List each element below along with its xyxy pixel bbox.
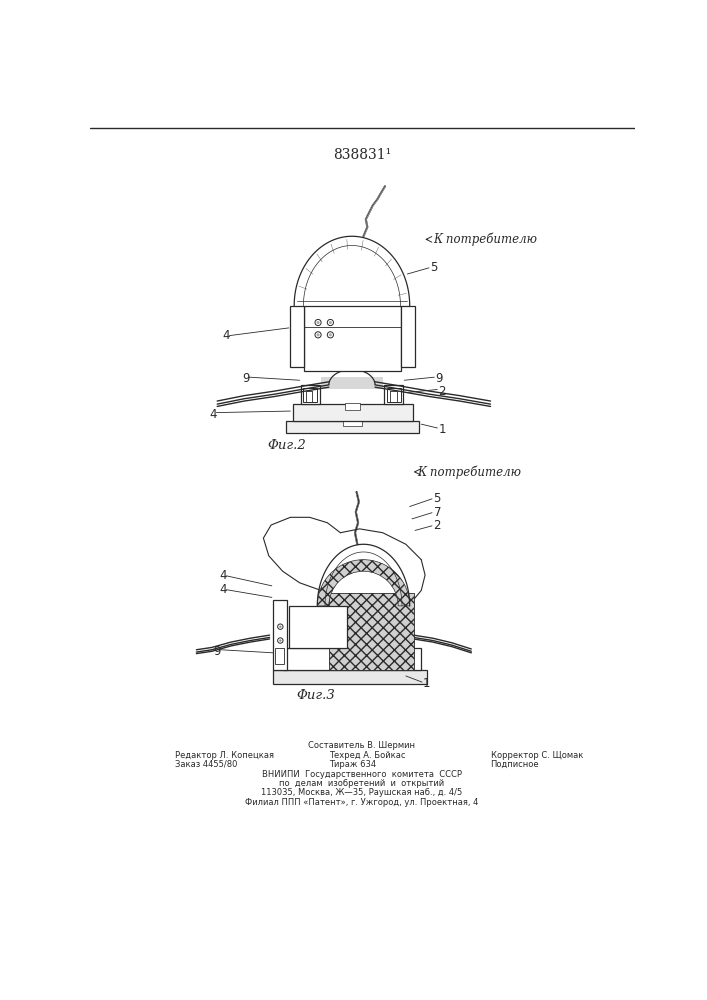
Bar xyxy=(304,306,402,371)
Text: Техред А. Бойкас: Техред А. Бойкас xyxy=(329,751,405,760)
Bar xyxy=(275,648,284,664)
Bar xyxy=(274,670,428,684)
Bar xyxy=(387,388,402,402)
Text: Подписное: Подписное xyxy=(491,760,539,769)
Circle shape xyxy=(279,626,281,628)
Wedge shape xyxy=(317,560,409,606)
Text: К потребителю: К потребителю xyxy=(433,233,537,246)
Bar xyxy=(274,600,287,670)
Bar xyxy=(288,606,346,648)
Text: 113035, Москва, Ж—35, Раушская наб., д. 4/5: 113035, Москва, Ж—35, Раушская наб., д. … xyxy=(262,788,462,797)
Text: 1: 1 xyxy=(438,423,445,436)
Circle shape xyxy=(317,333,320,336)
Bar xyxy=(291,306,304,367)
Text: 9: 9 xyxy=(243,372,250,385)
Text: Φиг.3: Φиг.3 xyxy=(296,689,335,702)
Bar xyxy=(329,593,414,670)
Circle shape xyxy=(327,332,334,338)
Text: К потребителю: К потребителю xyxy=(417,465,521,479)
Text: Редактор Л. Копецкая: Редактор Л. Копецкая xyxy=(175,751,274,760)
Text: Корректор С. Щомак: Корректор С. Щомак xyxy=(491,751,583,760)
Text: 7: 7 xyxy=(433,506,441,519)
Text: Филиал ППП «Патент», г. Ужгород, ул. Проектная, 4: Филиал ППП «Патент», г. Ужгород, ул. Про… xyxy=(245,798,479,807)
Bar xyxy=(303,388,317,402)
Bar xyxy=(283,648,421,670)
Circle shape xyxy=(317,321,320,324)
Circle shape xyxy=(329,321,332,324)
Bar xyxy=(321,377,382,389)
Circle shape xyxy=(279,639,281,642)
Text: Составитель В. Шермин: Составитель В. Шермин xyxy=(308,741,416,750)
Circle shape xyxy=(315,332,321,338)
Text: ВНИИПИ  Государственного  комитета  СССР: ВНИИПИ Государственного комитета СССР xyxy=(262,770,462,779)
Text: 4: 4 xyxy=(219,583,227,596)
Text: 9: 9 xyxy=(435,372,443,385)
Text: Тираж 634: Тираж 634 xyxy=(329,760,376,769)
Circle shape xyxy=(278,638,283,643)
Bar xyxy=(345,403,361,410)
Circle shape xyxy=(329,333,332,336)
Text: 838831¹: 838831¹ xyxy=(333,148,391,162)
Text: 4: 4 xyxy=(219,569,227,582)
Bar xyxy=(402,306,415,367)
Text: 4: 4 xyxy=(223,329,230,342)
Bar xyxy=(344,420,362,426)
Text: по  делам  изобретений  и  открытий: по делам изобретений и открытий xyxy=(279,779,445,788)
Bar xyxy=(293,404,413,421)
Text: 9: 9 xyxy=(214,645,221,658)
Text: 4: 4 xyxy=(209,408,217,421)
Bar xyxy=(385,385,403,404)
Text: 5: 5 xyxy=(431,261,438,274)
Text: 1: 1 xyxy=(423,677,431,690)
Circle shape xyxy=(315,319,321,326)
Circle shape xyxy=(278,624,283,629)
Bar xyxy=(286,421,419,433)
Text: 2: 2 xyxy=(433,519,441,532)
Text: 2: 2 xyxy=(438,385,445,398)
Text: 5: 5 xyxy=(433,492,441,505)
Text: Φиг.2: Φиг.2 xyxy=(267,439,306,452)
Text: Заказ 4455/80: Заказ 4455/80 xyxy=(175,760,238,769)
Bar xyxy=(301,385,320,404)
Circle shape xyxy=(327,319,334,326)
